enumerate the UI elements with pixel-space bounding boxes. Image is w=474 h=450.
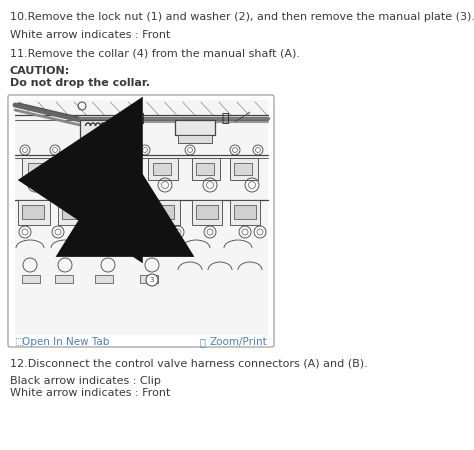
Bar	[55, 275, 73, 283]
Bar	[22, 275, 40, 283]
Bar	[106, 205, 128, 219]
Bar	[230, 200, 260, 225]
Bar	[140, 275, 158, 283]
Bar	[148, 158, 178, 180]
Bar	[175, 120, 215, 135]
Text: 10.Remove the lock nut (1) and washer (2), and then remove the manual plate (3).: 10.Remove the lock nut (1) and washer (2…	[10, 12, 474, 22]
Bar	[234, 205, 256, 219]
Bar	[148, 200, 180, 225]
Text: Ⓑ: Ⓑ	[221, 112, 229, 125]
Bar	[100, 158, 130, 180]
Circle shape	[146, 274, 158, 286]
Bar	[28, 163, 46, 175]
Bar	[192, 200, 222, 225]
Bar	[196, 163, 214, 175]
Bar	[152, 205, 174, 219]
Bar	[102, 200, 134, 225]
Bar	[85, 138, 130, 148]
Bar	[95, 275, 113, 283]
Bar	[234, 163, 252, 175]
Text: 🔍: 🔍	[200, 337, 206, 347]
FancyBboxPatch shape	[8, 95, 274, 347]
Bar	[80, 120, 135, 138]
Bar	[178, 135, 212, 143]
Text: Ⓐ: Ⓐ	[136, 112, 144, 125]
Text: Zoom/Print: Zoom/Print	[210, 337, 268, 347]
Text: 12.Disconnect the control valve harness connectors (A) and (B).: 12.Disconnect the control valve harness …	[10, 358, 368, 368]
Text: ⬚: ⬚	[14, 337, 23, 347]
Bar	[15, 100, 268, 335]
Bar	[22, 158, 52, 180]
Bar	[63, 163, 81, 175]
Bar	[153, 163, 171, 175]
Bar	[105, 163, 123, 175]
Text: 11.Remove the collar (4) from the manual shaft (A).: 11.Remove the collar (4) from the manual…	[10, 48, 300, 58]
Bar	[62, 205, 84, 219]
Bar	[230, 158, 258, 180]
Bar	[58, 200, 86, 225]
Text: Open In New Tab: Open In New Tab	[22, 337, 109, 347]
Bar	[18, 200, 50, 225]
Bar	[58, 158, 86, 180]
Bar	[196, 205, 218, 219]
Text: White arrow indicates : Front: White arrow indicates : Front	[10, 30, 170, 40]
Text: Do not drop the collar.: Do not drop the collar.	[10, 78, 150, 88]
Bar	[192, 158, 220, 180]
Text: Black arrow indicates : Clip: Black arrow indicates : Clip	[10, 376, 161, 386]
Text: 3: 3	[150, 277, 154, 283]
Bar	[22, 205, 44, 219]
Text: CAUTION:: CAUTION:	[10, 66, 70, 76]
Text: White arrow indicates : Front: White arrow indicates : Front	[10, 388, 170, 398]
